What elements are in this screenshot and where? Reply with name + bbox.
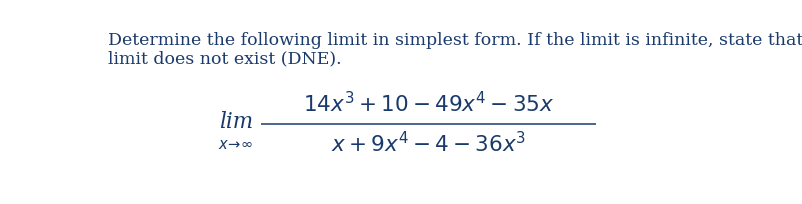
Text: Determine the following limit in simplest form. If the limit is infinite, state : Determine the following limit in simples… [108,32,802,49]
Text: $14x^3 + 10 - 49x^4 - 35x$: $14x^3 + 10 - 49x^4 - 35x$ [303,91,554,116]
Text: $x + 9x^4 - 4 - 36x^3$: $x + 9x^4 - 4 - 36x^3$ [331,132,526,157]
Text: limit does not exist (DNE).: limit does not exist (DNE). [108,50,342,67]
Text: lim: lim [219,110,253,132]
Text: $x\!\rightarrow\!\infty$: $x\!\rightarrow\!\infty$ [218,137,253,151]
